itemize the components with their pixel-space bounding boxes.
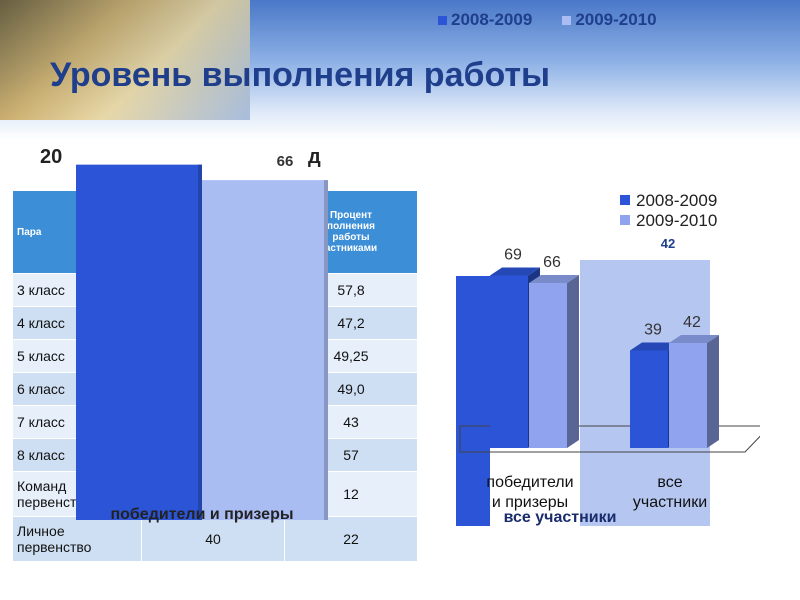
bar-2009-2010-0 [529, 283, 567, 448]
left-bar-edge-2009-2010 [324, 180, 328, 520]
table-cell-label: Личное первенство [12, 516, 142, 562]
legend-swatch-2008 [438, 15, 447, 25]
category-label: и призеры [492, 494, 568, 511]
header-banner [0, 0, 800, 140]
category-label: участники [633, 494, 707, 511]
bar-data-label: 42 [683, 314, 701, 331]
bar-top-2008-2009-0 [490, 267, 540, 276]
subtitle: 20 д [40, 146, 321, 169]
ghost-value-label: 42 [661, 236, 675, 251]
table-cell-value: 22 [284, 516, 418, 562]
left-bar-2008-2009 [76, 164, 202, 520]
banner-photo [0, 0, 250, 120]
left-bar-data-label: 66 [277, 153, 294, 170]
ghost-category-label: все участники [504, 509, 617, 526]
bar-data-label: 69 [504, 247, 522, 264]
top-legend-label-2008: 2008-2009 [451, 10, 533, 29]
category-label: все [657, 474, 682, 491]
table-row: Личное первенство 40 22 [12, 516, 418, 562]
ghost-bar-2008 [456, 276, 490, 526]
comparison-bar-chart: 42 все участники 69 39 66 42 победители и призе… [456, 191, 760, 526]
bar-top-2009-2010-1 [669, 335, 719, 343]
bar-side-2009-2010-1 [707, 335, 719, 448]
bar-2008-2009-1 [630, 350, 668, 448]
legend-label: 2008-2009 [636, 191, 717, 210]
bar-side-2009-2010-0 [567, 275, 579, 448]
category-label: победители [486, 474, 573, 491]
page-title: Уровень выполнения работы [50, 56, 551, 94]
top-legend-item-2008: 2008-2009 [438, 10, 532, 30]
bar-top-2008-2009-1 [630, 342, 680, 351]
legend-swatch-2009 [562, 15, 572, 25]
subtitle-left: 20 [40, 146, 63, 168]
bar-2008-2009-0 [490, 275, 528, 448]
legend-swatch [620, 195, 630, 205]
subtitle-right: д [308, 146, 321, 168]
bar-2009-2010-1 [669, 343, 707, 448]
left-bar-edge-2008-2009 [198, 164, 202, 520]
bar-data-label: 39 [644, 322, 662, 339]
bar-data-label: 66 [543, 254, 561, 271]
bar-top-2009-2010-0 [529, 275, 579, 283]
legend-swatch [620, 215, 630, 225]
top-legend: 2008-2009 2009-2010 [438, 10, 657, 30]
top-legend-label-2009: 2009-2010 [575, 10, 657, 29]
legend-label: 2009-2010 [636, 211, 717, 230]
left-bar-2009-2010 [202, 180, 328, 520]
top-legend-item-2009: 2009-2010 [562, 10, 657, 30]
left-category-label: победители и призеры [110, 506, 293, 523]
